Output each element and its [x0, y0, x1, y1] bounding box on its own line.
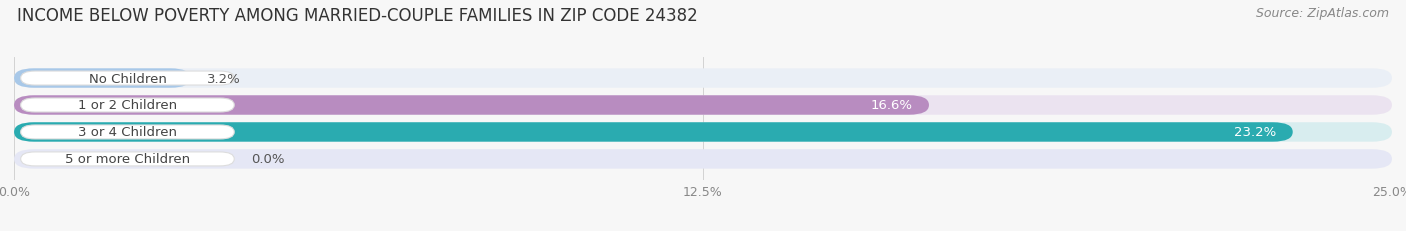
- Text: 3 or 4 Children: 3 or 4 Children: [77, 126, 177, 139]
- FancyBboxPatch shape: [21, 152, 235, 166]
- Text: 5 or more Children: 5 or more Children: [65, 153, 190, 166]
- FancyBboxPatch shape: [14, 69, 1392, 88]
- FancyBboxPatch shape: [14, 96, 1392, 115]
- Text: No Children: No Children: [89, 72, 166, 85]
- Text: 16.6%: 16.6%: [870, 99, 912, 112]
- FancyBboxPatch shape: [21, 125, 235, 139]
- Text: 23.2%: 23.2%: [1234, 126, 1277, 139]
- Text: 1 or 2 Children: 1 or 2 Children: [77, 99, 177, 112]
- Text: INCOME BELOW POVERTY AMONG MARRIED-COUPLE FAMILIES IN ZIP CODE 24382: INCOME BELOW POVERTY AMONG MARRIED-COUPL…: [17, 7, 697, 25]
- FancyBboxPatch shape: [14, 150, 1392, 169]
- Text: 3.2%: 3.2%: [207, 72, 240, 85]
- FancyBboxPatch shape: [14, 96, 929, 115]
- FancyBboxPatch shape: [14, 69, 190, 88]
- Text: 0.0%: 0.0%: [250, 153, 284, 166]
- FancyBboxPatch shape: [21, 99, 235, 112]
- FancyBboxPatch shape: [21, 72, 235, 86]
- FancyBboxPatch shape: [14, 123, 1292, 142]
- Text: Source: ZipAtlas.com: Source: ZipAtlas.com: [1256, 7, 1389, 20]
- FancyBboxPatch shape: [14, 123, 1392, 142]
